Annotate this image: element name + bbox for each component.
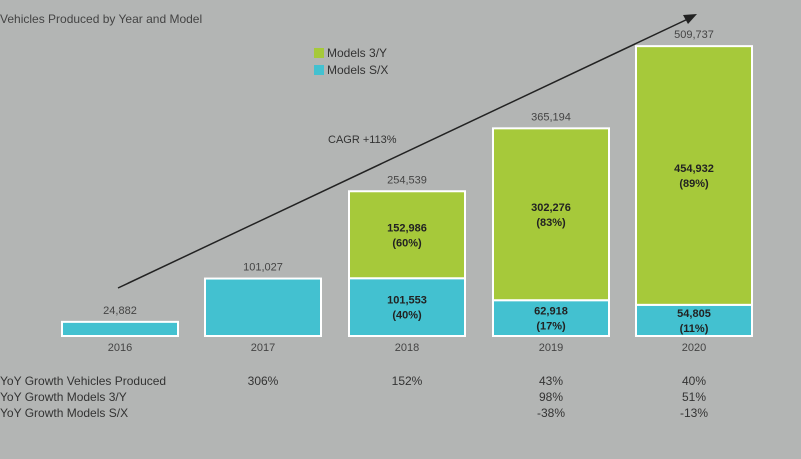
bar-segment-models-s-x-2020 bbox=[635, 303, 753, 337]
data-label-2018-1-0: 152,986 bbox=[387, 222, 427, 234]
data-label-2019-0-1: (17%) bbox=[536, 321, 566, 333]
legend-swatch-models-3y bbox=[314, 47, 324, 58]
data-label-2018-0-0: 101,553 bbox=[387, 295, 427, 307]
bar-segment-models-s-x-2018 bbox=[348, 277, 466, 338]
growth-cell-2017: 306% bbox=[247, 374, 279, 388]
growth-cell-2019: -38% bbox=[536, 406, 566, 420]
growth-cell-2019: 98% bbox=[538, 390, 564, 404]
total-label-2020: 509,737 bbox=[674, 29, 714, 41]
data-label-2019-1-1: (83%) bbox=[536, 217, 566, 229]
growth-cell-2020: 51% bbox=[681, 390, 707, 404]
cagr-trend-line bbox=[117, 17, 691, 289]
data-label-2020-0-0: 54,805 bbox=[677, 308, 711, 320]
legend-swatch-models-sx bbox=[314, 64, 324, 75]
bar-segment-models-s-x-2016 bbox=[61, 320, 179, 337]
data-label-2020-1-1: (89%) bbox=[679, 178, 709, 190]
data-label-2020-1-0: 454,932 bbox=[674, 163, 714, 175]
growth-cell-2020: -13% bbox=[679, 406, 709, 420]
x-tick-label-2017: 2017 bbox=[251, 342, 275, 354]
cagr-arrow-head-icon bbox=[683, 14, 697, 24]
growth-row-label: YoY Growth Vehicles Produced bbox=[0, 374, 167, 388]
growth-row-label: YoY Growth Models S/X bbox=[0, 406, 129, 420]
chart-title: Vehicles Produced by Year and Model bbox=[0, 12, 203, 26]
x-tick-label-2019: 2019 bbox=[539, 342, 563, 354]
data-label-2018-1-1: (60%) bbox=[392, 237, 422, 249]
legend-item-models-3y: Models 3/Y bbox=[314, 44, 388, 61]
growth-cell-2019: 43% bbox=[538, 374, 564, 388]
growth-cell-2020: 40% bbox=[681, 374, 707, 388]
data-label-2020-0-1: (11%) bbox=[680, 323, 709, 335]
x-tick-label-2020: 2020 bbox=[682, 342, 706, 354]
total-label-2017: 101,027 bbox=[243, 262, 283, 274]
bar-segment-models-3-y-2020 bbox=[635, 45, 753, 306]
growth-cell-2018: 152% bbox=[391, 374, 423, 388]
growth-row-label: YoY Growth Models 3/Y bbox=[0, 390, 127, 404]
bar-segment-models-3-y-2019 bbox=[492, 127, 610, 302]
data-label-2019-1-0: 302,276 bbox=[531, 202, 571, 214]
legend-label-models-sx: Models S/X bbox=[327, 62, 389, 77]
total-label-2018: 254,539 bbox=[387, 174, 427, 186]
legend-label-models-3y: Models 3/Y bbox=[327, 45, 388, 60]
bar-segment-models-3-y-2018 bbox=[348, 190, 466, 280]
legend-item-models-sx: Models S/X bbox=[314, 61, 388, 78]
data-label-2018-0-1: (40%) bbox=[392, 310, 422, 322]
x-tick-label-2018: 2018 bbox=[395, 342, 419, 354]
cagr-annotation: CAGR +113% bbox=[328, 134, 397, 146]
total-label-2016: 24,882 bbox=[103, 305, 137, 317]
bar-segment-models-s-x-2017 bbox=[204, 277, 322, 338]
legend: Models 3/Y Models S/X bbox=[314, 44, 388, 78]
x-tick-label-2016: 2016 bbox=[108, 342, 132, 354]
data-label-2019-0-0: 62,918 bbox=[534, 306, 568, 318]
total-label-2019: 365,194 bbox=[531, 111, 571, 123]
